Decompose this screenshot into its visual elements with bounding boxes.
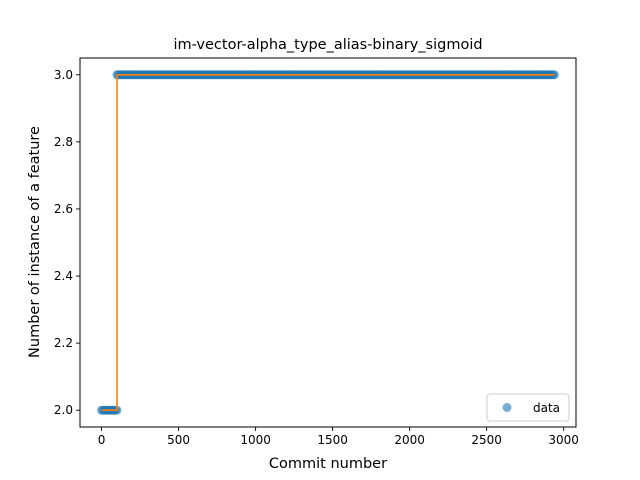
- y-tick-label: 2.6: [54, 202, 73, 216]
- x-tick-label: 0: [98, 433, 106, 447]
- y-tick-label: 2.8: [54, 135, 73, 149]
- x-tick-label: 2000: [394, 433, 425, 447]
- legend-data-label: data: [533, 401, 560, 415]
- x-tick-label: 500: [167, 433, 190, 447]
- y-tick-label: 2.0: [54, 403, 73, 417]
- y-axis-label: Number of instance of a feature: [27, 126, 43, 358]
- x-tick-label: 3000: [548, 433, 579, 447]
- x-axis-label: Commit number: [269, 456, 387, 472]
- y-tick-label: 2.2: [54, 336, 73, 350]
- legend-data-marker: [503, 403, 512, 412]
- x-tick-label: 2500: [471, 433, 502, 447]
- legend: data: [487, 394, 569, 421]
- x-tick-label: 1000: [240, 433, 271, 447]
- y-tick-label: 2.4: [54, 269, 73, 283]
- x-tick-label: 1500: [317, 433, 348, 447]
- chart-title: im-vector-alpha_type_alias-binary_sigmoi…: [173, 37, 482, 53]
- y-tick-label: 3.0: [54, 68, 73, 82]
